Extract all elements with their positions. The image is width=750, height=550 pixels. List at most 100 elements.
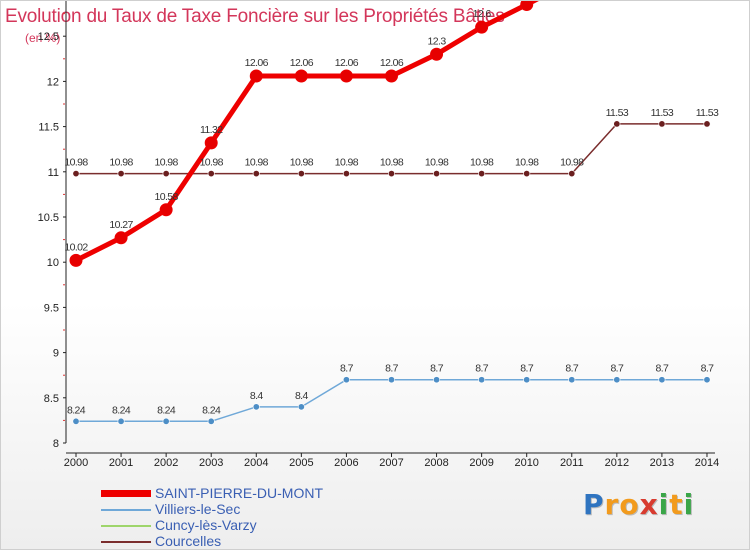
x-tick-label: 2011	[560, 457, 584, 469]
data-point-saint-pierre-du-mont	[430, 47, 444, 61]
logo-letter: i	[658, 488, 670, 521]
data-point-courcelles	[613, 120, 621, 128]
y-tick-label: 11.5	[38, 122, 59, 134]
data-point-courcelles	[523, 170, 531, 178]
data-label-courcelles: 11.53	[696, 107, 719, 119]
legend-swatch	[101, 490, 151, 497]
data-point-saint-pierre-du-mont	[520, 1, 534, 12]
legend-label: Villiers-le-Sec	[155, 501, 241, 517]
x-tick-label: 2003	[199, 457, 223, 469]
data-point-saint-pierre-du-mont	[114, 231, 128, 245]
data-label-villiers-le-sec: 8.24	[112, 404, 131, 416]
data-label-courcelles: 10.98	[470, 157, 494, 169]
logo-letter: r	[604, 488, 620, 521]
logo-letter: i	[683, 488, 695, 521]
data-label-villiers-le-sec: 8.24	[157, 404, 176, 416]
data-point-villiers-le-sec	[523, 376, 531, 384]
data-label-courcelles: 10.98	[154, 157, 178, 169]
data-label-courcelles: 10.98	[245, 157, 269, 169]
chart-title: Evolution du Taux de Taxe Foncière sur l…	[5, 6, 505, 27]
data-label-villiers-le-sec: 8.7	[701, 363, 715, 375]
data-label-villiers-le-sec: 8.7	[520, 363, 534, 375]
data-point-courcelles	[703, 120, 711, 128]
data-label-saint-pierre-du-mont: 10.27	[109, 219, 133, 231]
data-point-saint-pierre-du-mont	[249, 69, 263, 83]
y-tick-label: 9.5	[44, 302, 59, 314]
x-tick-label: 2014	[695, 457, 719, 469]
x-tick-label: 2009	[469, 457, 493, 469]
series-group	[69, 1, 711, 425]
x-tick-label: 2005	[289, 457, 313, 469]
legend-swatch	[101, 509, 151, 511]
data-label-villiers-le-sec: 8.7	[565, 363, 579, 375]
axes: 88.599.51010.51111.51212.51313.51414.515…	[38, 1, 719, 469]
data-point-courcelles	[342, 170, 350, 178]
data-point-courcelles	[478, 170, 486, 178]
data-point-villiers-le-sec	[72, 417, 80, 425]
data-label-villiers-le-sec: 8.7	[340, 363, 354, 375]
y-tick-label: 10.5	[38, 212, 59, 224]
data-label-villiers-le-sec: 8.4	[295, 390, 309, 402]
proxiti-logo: Proxiti	[583, 488, 694, 521]
data-label-courcelles: 10.98	[380, 157, 404, 169]
data-point-villiers-le-sec	[117, 417, 125, 425]
data-label-villiers-le-sec: 8.24	[202, 404, 221, 416]
data-label-courcelles: 11.53	[651, 107, 674, 119]
x-tick-label: 2013	[650, 457, 674, 469]
data-point-villiers-le-sec	[478, 376, 486, 384]
data-point-villiers-le-sec	[162, 417, 170, 425]
data-label-courcelles: 10.98	[425, 157, 449, 169]
data-label-saint-pierre-du-mont: 12.06	[290, 57, 314, 69]
data-label-saint-pierre-du-mont: 12.6	[473, 8, 492, 20]
data-point-courcelles	[387, 170, 395, 178]
legend-label: Courcelles	[155, 533, 222, 549]
data-label-saint-pierre-du-mont: 12.3	[428, 35, 447, 47]
data-label-villiers-le-sec: 8.4	[250, 390, 264, 402]
data-label-courcelles: 10.98	[200, 157, 224, 169]
logo-letter: x	[639, 488, 659, 521]
data-label-saint-pierre-du-mont: 12.06	[335, 57, 359, 69]
data-labels: 16.0216.0216.0216.0216.0216.0216.0216.02…	[64, 8, 719, 416]
data-label-villiers-le-sec: 8.7	[656, 363, 670, 375]
data-label-courcelles: 10.98	[64, 157, 88, 169]
x-tick-label: 2006	[334, 457, 358, 469]
legend-swatch	[101, 541, 151, 543]
data-label-saint-pierre-du-mont: 11.32	[200, 124, 223, 136]
data-point-courcelles	[297, 170, 305, 178]
data-label-villiers-le-sec: 8.7	[430, 363, 444, 375]
data-label-saint-pierre-du-mont: 10.58	[154, 191, 178, 203]
series-line-saint-pierre-du-mont	[74, 1, 539, 263]
data-point-courcelles	[433, 170, 441, 178]
data-point-villiers-le-sec	[342, 376, 350, 384]
y-tick-label: 10	[47, 257, 59, 269]
x-tick-label: 2010	[514, 457, 538, 469]
data-point-courcelles	[162, 170, 170, 178]
data-label-courcelles: 10.98	[335, 157, 359, 169]
data-label-courcelles: 10.98	[109, 157, 133, 169]
logo-letter: P	[583, 488, 605, 521]
x-tick-label: 2007	[379, 457, 403, 469]
data-label-villiers-le-sec: 8.24	[67, 404, 86, 416]
x-tick-label: 2000	[64, 457, 88, 469]
data-point-saint-pierre-du-mont	[204, 136, 218, 150]
data-label-courcelles: 10.98	[560, 157, 584, 169]
x-tick-label: 2008	[424, 457, 448, 469]
unit-label: (en %)	[25, 31, 61, 45]
data-label-villiers-le-sec: 8.7	[475, 363, 489, 375]
legend-label: SAINT-PIERRE-DU-MONT	[155, 485, 323, 501]
data-point-villiers-le-sec	[433, 376, 441, 384]
data-point-courcelles	[568, 170, 576, 178]
legend-swatch	[101, 525, 151, 527]
data-point-courcelles	[117, 170, 125, 178]
data-point-villiers-le-sec	[703, 376, 711, 384]
data-label-saint-pierre-du-mont: 12.06	[245, 57, 269, 69]
data-label-villiers-le-sec: 8.7	[385, 363, 399, 375]
data-label-saint-pierre-du-mont: 12.06	[380, 57, 404, 69]
data-point-saint-pierre-du-mont	[339, 69, 353, 83]
data-label-courcelles: 10.98	[515, 157, 539, 169]
y-tick-label: 8	[53, 438, 59, 450]
data-label-saint-pierre-du-mont: 10.02	[64, 241, 88, 253]
logo-letter: t	[669, 488, 684, 521]
x-tick-label: 2002	[154, 457, 178, 469]
